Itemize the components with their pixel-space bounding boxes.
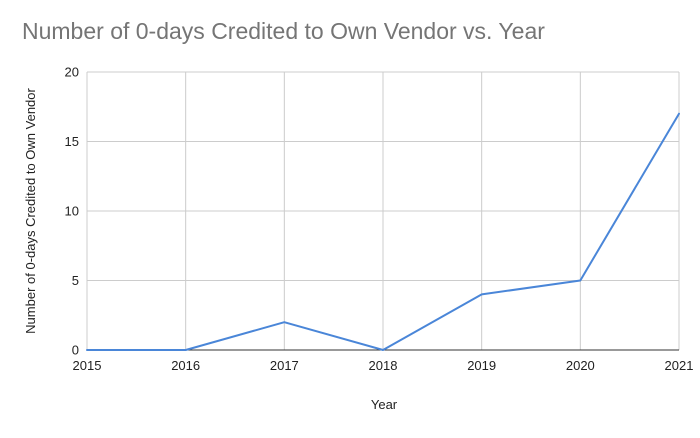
data-point xyxy=(578,279,582,283)
x-tick-label: 2016 xyxy=(171,358,200,373)
data-point xyxy=(85,348,89,352)
grid-lines xyxy=(86,71,680,351)
y-tick-label: 5 xyxy=(72,273,79,288)
x-tick-label: 2019 xyxy=(467,358,496,373)
x-tick-label: 2021 xyxy=(665,358,694,373)
x-tick-label: 2017 xyxy=(270,358,299,373)
x-axis-label: Year xyxy=(371,397,398,412)
data-point xyxy=(677,112,681,116)
data-point xyxy=(184,348,188,352)
series-layer xyxy=(85,112,681,352)
data-point xyxy=(282,320,286,324)
x-tick-label: 2018 xyxy=(369,358,398,373)
data-point xyxy=(480,292,484,296)
y-tick-label: 10 xyxy=(65,204,79,219)
y-tick-label: 15 xyxy=(65,134,79,149)
y-tick-label: 0 xyxy=(72,343,79,358)
x-tick-label: 2020 xyxy=(566,358,595,373)
x-tick-label: 2015 xyxy=(73,358,102,373)
tick-labels: 0 5 10 15 20 2015 2016 2017 2018 2019 2020 2021 xyxy=(65,65,694,374)
chart-title: Number of 0-days Credited to Own Vendor … xyxy=(22,18,545,44)
y-axis-label: Number of 0-days Credited to Own Vendor xyxy=(23,87,38,333)
data-point xyxy=(381,348,385,352)
series-line xyxy=(86,112,680,351)
y-tick-label: 20 xyxy=(65,65,79,80)
